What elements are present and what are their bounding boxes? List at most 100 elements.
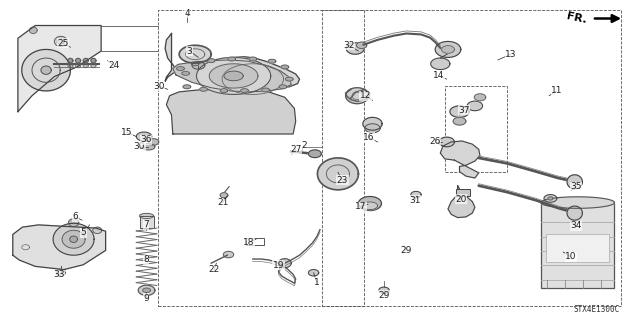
Polygon shape bbox=[442, 46, 454, 53]
Polygon shape bbox=[68, 219, 79, 226]
Polygon shape bbox=[76, 63, 81, 68]
Polygon shape bbox=[346, 88, 369, 104]
Polygon shape bbox=[285, 77, 293, 81]
Polygon shape bbox=[308, 150, 321, 158]
Polygon shape bbox=[179, 45, 211, 63]
Bar bbox=[541, 203, 614, 288]
Polygon shape bbox=[83, 58, 88, 63]
Polygon shape bbox=[192, 62, 205, 69]
Polygon shape bbox=[29, 27, 37, 33]
Text: 34: 34 bbox=[570, 221, 582, 230]
Polygon shape bbox=[474, 94, 486, 101]
Text: 33: 33 bbox=[53, 271, 65, 279]
Polygon shape bbox=[56, 270, 65, 276]
Bar bbox=[246, 238, 264, 245]
Bar bbox=[158, 10, 364, 306]
Polygon shape bbox=[22, 49, 70, 91]
Polygon shape bbox=[467, 101, 483, 111]
Text: 30: 30 bbox=[153, 82, 164, 91]
Polygon shape bbox=[356, 42, 367, 48]
Polygon shape bbox=[453, 117, 466, 125]
Text: 9: 9 bbox=[143, 294, 148, 303]
Text: 20: 20 bbox=[455, 195, 467, 204]
Text: 24: 24 bbox=[108, 61, 120, 70]
Polygon shape bbox=[362, 202, 378, 210]
Polygon shape bbox=[70, 236, 77, 242]
Polygon shape bbox=[440, 141, 480, 178]
Polygon shape bbox=[281, 65, 289, 69]
Text: 6: 6 bbox=[73, 212, 78, 221]
Polygon shape bbox=[91, 63, 96, 68]
Polygon shape bbox=[177, 67, 184, 70]
Polygon shape bbox=[83, 63, 88, 68]
Polygon shape bbox=[548, 197, 553, 200]
Polygon shape bbox=[13, 225, 106, 270]
Polygon shape bbox=[363, 117, 382, 130]
Text: 29: 29 bbox=[401, 246, 412, 255]
Polygon shape bbox=[76, 58, 81, 63]
Text: 27: 27 bbox=[290, 145, 301, 154]
Polygon shape bbox=[196, 57, 271, 94]
Polygon shape bbox=[308, 270, 319, 276]
Text: 19: 19 bbox=[273, 261, 284, 270]
Polygon shape bbox=[207, 59, 215, 63]
Polygon shape bbox=[143, 288, 150, 293]
Text: 36: 36 bbox=[140, 135, 152, 144]
Text: 10: 10 bbox=[565, 252, 577, 261]
Polygon shape bbox=[249, 57, 257, 61]
Polygon shape bbox=[142, 144, 155, 150]
Polygon shape bbox=[278, 259, 291, 268]
Polygon shape bbox=[431, 58, 450, 70]
Bar bbox=[456, 189, 470, 196]
Polygon shape bbox=[358, 197, 381, 211]
Text: 29: 29 bbox=[378, 291, 390, 300]
Polygon shape bbox=[411, 191, 421, 198]
Text: 4: 4 bbox=[184, 9, 189, 18]
Polygon shape bbox=[223, 251, 234, 258]
Polygon shape bbox=[346, 43, 364, 54]
Polygon shape bbox=[220, 193, 228, 198]
Text: 25: 25 bbox=[57, 39, 68, 48]
Polygon shape bbox=[191, 62, 199, 66]
Polygon shape bbox=[54, 36, 67, 47]
Text: 31: 31 bbox=[409, 196, 420, 205]
Text: 15: 15 bbox=[121, 128, 132, 137]
Text: 2: 2 bbox=[301, 141, 307, 150]
Polygon shape bbox=[91, 58, 96, 63]
Polygon shape bbox=[567, 175, 582, 189]
Text: 23: 23 bbox=[337, 176, 348, 185]
Polygon shape bbox=[439, 137, 454, 147]
Polygon shape bbox=[224, 71, 243, 81]
Text: 8: 8 bbox=[143, 256, 148, 264]
Polygon shape bbox=[166, 89, 296, 134]
Polygon shape bbox=[200, 87, 207, 91]
Polygon shape bbox=[62, 230, 85, 248]
Polygon shape bbox=[541, 197, 614, 208]
Polygon shape bbox=[262, 88, 269, 92]
Text: 32: 32 bbox=[343, 41, 355, 50]
Polygon shape bbox=[241, 89, 248, 93]
Polygon shape bbox=[138, 285, 155, 295]
Polygon shape bbox=[165, 33, 300, 89]
Polygon shape bbox=[209, 64, 258, 88]
Text: 7: 7 bbox=[143, 220, 148, 229]
Text: 11: 11 bbox=[551, 86, 563, 95]
Polygon shape bbox=[18, 26, 101, 112]
Polygon shape bbox=[450, 106, 469, 117]
Bar bbox=[445, 86, 507, 172]
Polygon shape bbox=[41, 66, 51, 74]
Text: STX4E1300C: STX4E1300C bbox=[573, 305, 620, 314]
Polygon shape bbox=[279, 85, 287, 89]
Polygon shape bbox=[379, 287, 389, 293]
Text: 17: 17 bbox=[355, 202, 366, 211]
Polygon shape bbox=[148, 139, 159, 145]
Polygon shape bbox=[567, 206, 582, 220]
Polygon shape bbox=[228, 57, 236, 61]
Text: 30: 30 bbox=[134, 142, 145, 151]
Text: 5: 5 bbox=[81, 228, 86, 237]
Text: 12: 12 bbox=[360, 91, 371, 100]
Polygon shape bbox=[93, 227, 102, 234]
Polygon shape bbox=[220, 89, 228, 93]
Polygon shape bbox=[448, 186, 475, 218]
Text: 37: 37 bbox=[458, 106, 470, 115]
